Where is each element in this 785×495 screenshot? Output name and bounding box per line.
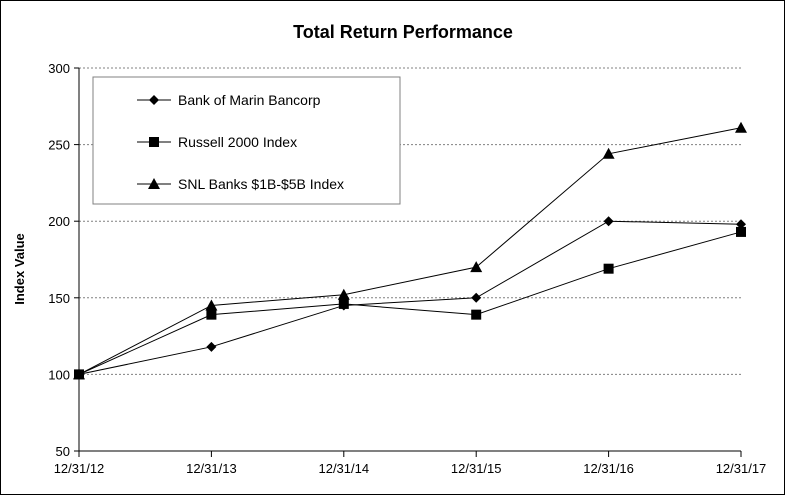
data-point-square — [736, 226, 746, 237]
legend-item: SNL Banks $1B-$5B Index — [137, 176, 344, 192]
legend-marker-square — [149, 137, 159, 147]
series-line — [78, 220, 742, 375]
legend-marker-diamond — [149, 95, 159, 105]
series-line — [78, 127, 742, 375]
x-tick-label: 12/31/16 — [583, 461, 634, 476]
data-point-diamond — [206, 341, 217, 352]
legend-label: Russell 2000 Index — [178, 134, 297, 150]
data-point-square — [471, 309, 482, 320]
legend-label: Bank of Marin Bancorp — [178, 92, 321, 108]
x-tick-label: 12/31/15 — [451, 461, 502, 476]
series-bank-of-marin-bancorp — [74, 216, 746, 380]
data-point-triangle — [205, 299, 218, 311]
data-point-diamond — [603, 216, 614, 227]
x-tick-label: 12/31/13 — [186, 461, 237, 476]
series-line — [78, 231, 742, 375]
data-point-triangle — [735, 121, 747, 133]
y-tick-label: 300 — [48, 61, 70, 76]
x-tick-labels: 12/31/12 12/31/13 12/31/14 12/31/15 12/31/16… — [54, 461, 767, 476]
x-tick-label: 12/31/14 — [318, 461, 369, 476]
data-point-triangle — [602, 147, 615, 159]
y-tick-label: 200 — [48, 214, 70, 229]
data-point-triangle — [73, 368, 85, 380]
data-point-diamond — [471, 292, 482, 303]
x-tick-label: 12/31/17 — [716, 461, 767, 476]
series-lines — [73, 121, 747, 380]
y-tick-label: 150 — [48, 291, 70, 306]
legend-item: Russell 2000 Index — [137, 134, 297, 150]
data-point-square — [206, 309, 217, 320]
legend: Bank of Marin Bancorp Russell 2000 Index S… — [92, 76, 401, 205]
y-axis-label: Index Value — [12, 233, 27, 305]
data-point-square — [338, 298, 349, 309]
series-snl-banks-1b-5b-index — [73, 121, 747, 380]
chart-title: Total Return Performance — [293, 22, 513, 42]
data-point-diamond — [736, 219, 746, 230]
legend-item: Bank of Marin Bancorp — [137, 92, 321, 108]
y-tick-label: 100 — [48, 367, 70, 382]
series-russell-2000-index — [74, 226, 746, 380]
y-tick-label: 50 — [56, 444, 70, 459]
axes — [74, 67, 742, 457]
data-point-triangle — [470, 261, 483, 273]
legend-marker-triangle — [148, 178, 160, 189]
x-tick-label: 12/31/12 — [54, 461, 105, 476]
data-point-square — [603, 263, 614, 274]
y-tick-labels: 50 100 150 200 250 300 — [48, 61, 70, 459]
legend-box — [92, 76, 401, 205]
legend-label: SNL Banks $1B-$5B Index — [178, 176, 344, 192]
y-tick-label: 250 — [48, 138, 70, 153]
data-point-triangle — [337, 288, 350, 300]
